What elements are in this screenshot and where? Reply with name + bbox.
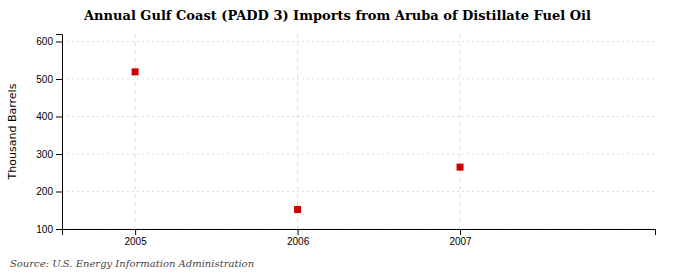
tick-mark xyxy=(56,192,62,193)
tick: 2006 xyxy=(287,229,310,247)
tick-label: 2007 xyxy=(449,236,472,247)
plot-area: 2005 2006 2007 100 200 300 400 500 600 xyxy=(36,34,655,247)
tick-label: 200 xyxy=(36,186,53,197)
grid-line xyxy=(297,34,298,229)
tick: 600 xyxy=(36,36,62,47)
chart: 2005 2006 2007 100 200 300 400 500 600 Annual Gul… xyxy=(0,0,675,275)
marks xyxy=(132,68,464,213)
tick-label: 2006 xyxy=(287,236,310,247)
tick-mark xyxy=(56,42,62,43)
tick: 200 xyxy=(36,186,62,197)
tick-mark xyxy=(56,229,62,230)
axis-line xyxy=(63,230,656,236)
point xyxy=(457,164,464,171)
tick: 500 xyxy=(36,74,62,85)
tick: 2005 xyxy=(124,229,147,247)
title: Annual Gulf Coast (PADD 3) Imports from … xyxy=(83,8,591,23)
tick-label: 600 xyxy=(36,36,53,47)
grid xyxy=(62,34,655,229)
grid-line xyxy=(62,41,655,42)
grid-line xyxy=(62,154,655,155)
source: Source: U.S. Energy Information Administ… xyxy=(10,258,254,269)
tick: 2007 xyxy=(449,229,472,247)
x-axis: 2005 2006 2007 xyxy=(63,229,656,247)
grid-line xyxy=(135,34,136,229)
grid-line xyxy=(62,79,655,80)
tick-mark xyxy=(56,154,62,155)
tick-mark xyxy=(56,79,62,80)
tick-label: 100 xyxy=(36,224,53,235)
tick-mark xyxy=(460,229,461,235)
point xyxy=(132,68,139,75)
axis-line xyxy=(56,35,63,230)
point xyxy=(294,206,301,213)
y-axis: 100 200 300 400 500 600 xyxy=(36,35,62,235)
tick: 300 xyxy=(36,149,62,160)
tick-mark xyxy=(135,229,136,235)
grid-line xyxy=(62,116,655,117)
tick-label: 400 xyxy=(36,111,53,122)
tick-label: 300 xyxy=(36,149,53,160)
tick-mark xyxy=(56,117,62,118)
tick: 100 xyxy=(36,224,62,235)
tick-label: 2005 xyxy=(124,236,147,247)
grid-line xyxy=(460,34,461,229)
tick-label: 500 xyxy=(36,74,53,85)
grid-line xyxy=(62,191,655,192)
tick: 400 xyxy=(36,111,62,122)
tick-mark xyxy=(298,229,299,235)
y-axis-title: Thousand Barrels xyxy=(6,83,19,180)
